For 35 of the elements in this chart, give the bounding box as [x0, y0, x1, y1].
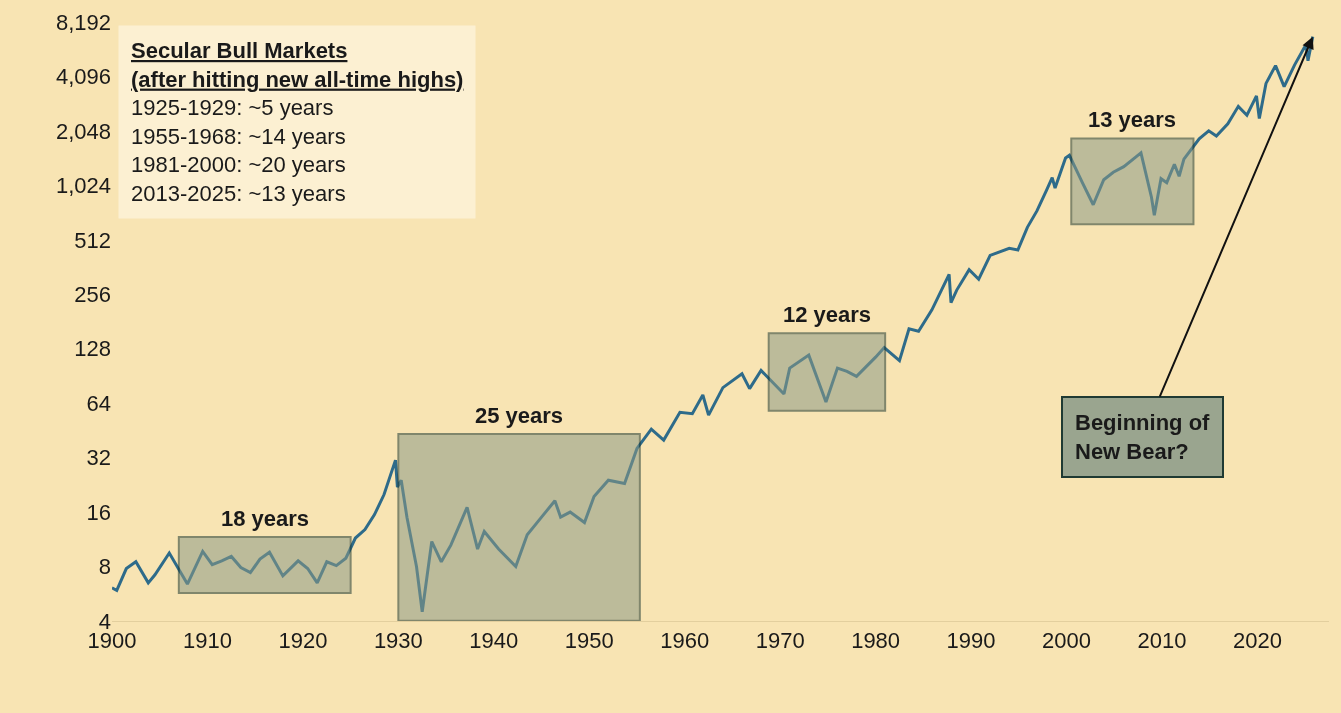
x-tick-label: 1980: [851, 628, 901, 654]
x-tick-label: 1940: [469, 628, 519, 654]
band-label: 13 years: [1088, 107, 1177, 132]
x-tick-label: 1990: [946, 628, 996, 654]
x-tick-label: 1920: [278, 628, 328, 654]
y-tick-label: 64: [86, 390, 111, 416]
y-tick-label: 8: [98, 554, 111, 580]
band-label: 18 years: [221, 506, 310, 531]
annotation: Beginning of New Bear?: [1075, 410, 1211, 464]
y-tick-label: 2,048: [55, 118, 111, 144]
y-tick-label: 16: [86, 499, 111, 525]
y-tick-label: 32: [86, 445, 111, 471]
annotation: 1981-2000: ~20 years: [131, 152, 346, 178]
y-tick-label: 256: [74, 281, 111, 307]
y-tick-label: 128: [74, 336, 111, 362]
y-tick-label: 1,024: [55, 173, 111, 199]
y-tick-label: 512: [74, 227, 111, 253]
text: Secular Bull Markets: [131, 38, 348, 63]
x-tick-label: 1960: [660, 628, 710, 654]
x-tick-label: 1950: [564, 628, 614, 654]
band-label: 25 years: [475, 403, 564, 428]
line-series: [112, 35, 1315, 614]
annotation: 1955-1968: ~14 years: [131, 123, 346, 149]
band-label: 12 years: [783, 302, 872, 327]
annotation: 1925-1929: ~5 years: [131, 95, 334, 121]
x-tick-label: 2000: [1042, 628, 1091, 654]
x-tick-label: 2010: [1137, 628, 1187, 654]
x-tick-label: 1970: [755, 628, 805, 654]
annotation: 2013-2025: ~13 years: [131, 181, 346, 206]
x-tick-label: 1910: [182, 628, 232, 654]
text: (after hitting new all-time highs): [131, 66, 464, 92]
y-tick-label: 4,096: [55, 64, 111, 90]
x-tick-label: 1930: [373, 628, 423, 654]
x-tick-label: 2020: [1232, 628, 1282, 654]
y-tick-label: 8,192: [55, 9, 111, 35]
